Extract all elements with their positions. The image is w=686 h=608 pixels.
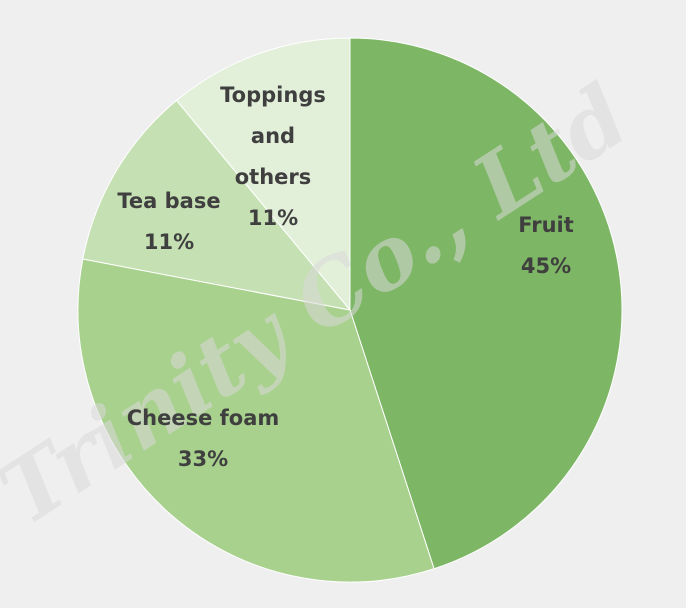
pie-slice-0 [349, 37, 623, 570]
pie-slice-1 [77, 258, 435, 583]
slice-category-label: Fruit [518, 213, 574, 237]
slice-value-label: 33% [178, 447, 228, 471]
pie-labels: Fruit 45% Cheese foam 33% Tea base 11% Topping… [117, 83, 573, 471]
pie-slice-3 [175, 37, 351, 312]
slice-value-label: 11% [144, 230, 194, 254]
pie-slice-2 [82, 99, 352, 311]
slice-category-label: and [251, 124, 295, 148]
slice-value-label: 45% [521, 254, 571, 278]
slice-category-label: Tea base [117, 189, 220, 213]
slice-category-label: Toppings [220, 83, 326, 107]
slice-value-label: 11% [248, 206, 298, 230]
slice-category-label: Cheese foam [127, 406, 280, 430]
slice-category-label: others [235, 165, 312, 189]
pie-slices [77, 37, 623, 583]
